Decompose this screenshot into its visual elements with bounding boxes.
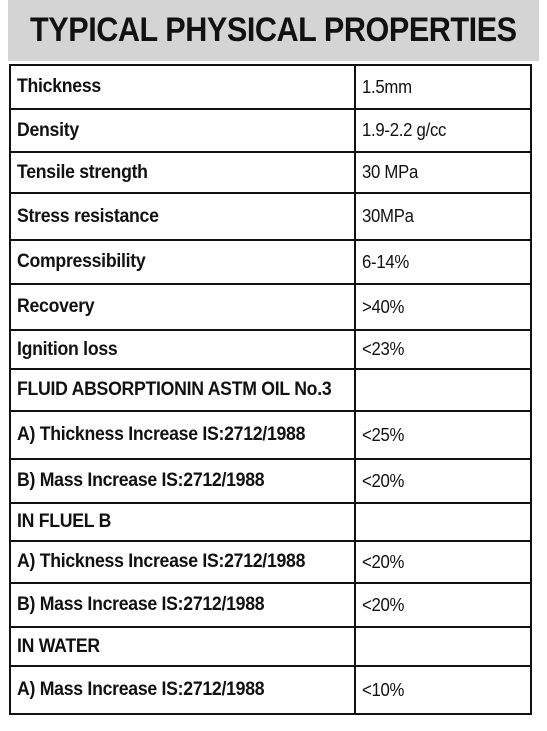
property-value-cell (354, 368, 532, 412)
property-value: 1.5mm (362, 76, 412, 97)
property-name: Compressibility (17, 251, 146, 272)
section-heading: IN FLUEL B (17, 511, 112, 532)
table-row: Stress resistance 30MPa (9, 192, 532, 241)
section-heading-cell: IN FLUEL B (9, 502, 356, 542)
property-value-cell: 1.5mm (354, 64, 532, 110)
property-name: B) Mass Increase IS:2712/1988 (17, 470, 265, 491)
property-value: <20% (362, 594, 405, 615)
table-row: B) Mass Increase IS:2712/1988 <20% (9, 582, 532, 628)
property-value-cell: >40% (354, 283, 532, 331)
property-name: Thickness (17, 76, 101, 97)
property-name: A) Mass Increase IS:2712/1988 (17, 679, 265, 700)
section-heading-cell: FLUID ABSORPTIONIN ASTM OIL No.3 (9, 368, 356, 412)
property-value-cell: 30 MPa (354, 151, 532, 194)
table-row: A) Mass Increase IS:2712/1988 <10% (9, 665, 532, 715)
property-value-cell: <20% (354, 540, 532, 584)
section-heading: IN WATER (17, 635, 100, 657)
property-value-cell: <10% (354, 665, 532, 715)
property-value-cell: <25% (354, 410, 532, 460)
property-value: 30MPa (362, 206, 414, 226)
property-value-cell: <20% (354, 582, 532, 628)
table-row: A) Thickness Increase IS:2712/1988 <20% (9, 540, 532, 584)
property-name-cell: B) Mass Increase IS:2712/1988 (9, 582, 356, 628)
table-row: A) Thickness Increase IS:2712/1988 <25% (9, 410, 532, 460)
property-name: Tensile strength (17, 161, 148, 183)
property-value-cell: 6-14% (354, 239, 532, 285)
table-row: IN FLUEL B (9, 502, 532, 542)
table-row: IN WATER (9, 626, 532, 667)
table-row: Recovery >40% (9, 283, 532, 331)
property-name: Recovery (17, 296, 95, 317)
property-name-cell: A) Thickness Increase IS:2712/1988 (9, 540, 356, 584)
properties-table: Thickness 1.5mm Density 1.9-2.2 g/cc Ten… (9, 64, 532, 715)
property-name: A) Thickness Increase IS:2712/1988 (17, 424, 306, 445)
property-name-cell: B) Mass Increase IS:2712/1988 (9, 458, 356, 504)
table-row: Density 1.9-2.2 g/cc (9, 108, 532, 153)
property-name: B) Mass Increase IS:2712/1988 (17, 594, 265, 615)
property-value-cell: 1.9-2.2 g/cc (354, 108, 532, 153)
property-name-cell: A) Mass Increase IS:2712/1988 (9, 665, 356, 715)
property-value-cell: <23% (354, 329, 532, 370)
property-value: <20% (362, 470, 405, 491)
title-banner: TYPICAL PHYSICAL PROPERTIES (8, 0, 539, 61)
property-name: Stress resistance (17, 205, 159, 227)
property-name-cell: A) Thickness Increase IS:2712/1988 (9, 410, 356, 460)
property-name-cell: Thickness (9, 64, 356, 110)
property-value: <25% (362, 424, 405, 445)
property-value: <20% (362, 551, 405, 572)
property-name: Ignition loss (17, 338, 118, 360)
property-value: 1.9-2.2 g/cc (362, 120, 447, 140)
table-row: Compressibility 6-14% (9, 239, 532, 285)
property-name: A) Thickness Increase IS:2712/1988 (17, 551, 306, 572)
property-name-cell: Recovery (9, 283, 356, 331)
property-value-cell (354, 502, 532, 542)
property-value: <23% (362, 339, 405, 359)
property-value-cell: <20% (354, 458, 532, 504)
page-title: TYPICAL PHYSICAL PROPERTIES (30, 11, 517, 49)
property-value: 30 MPa (362, 162, 419, 182)
table-row: FLUID ABSORPTIONIN ASTM OIL No.3 (9, 368, 532, 412)
property-value-cell (354, 626, 532, 667)
property-name: Density (17, 119, 79, 141)
property-name-cell: Density (9, 108, 356, 153)
property-value: <10% (362, 679, 405, 700)
section-heading-cell: IN WATER (9, 626, 356, 667)
section-heading: FLUID ABSORPTIONIN ASTM OIL No.3 (17, 379, 332, 400)
table-row: B) Mass Increase IS:2712/1988 <20% (9, 458, 532, 504)
property-value-cell: 30MPa (354, 192, 532, 241)
property-name-cell: Compressibility (9, 239, 356, 285)
property-value: >40% (362, 296, 405, 317)
property-name-cell: Ignition loss (9, 329, 356, 370)
property-value: 6-14% (362, 251, 410, 272)
table-row: Thickness 1.5mm (9, 64, 532, 110)
table-row: Tensile strength 30 MPa (9, 151, 532, 194)
property-name-cell: Tensile strength (9, 151, 356, 194)
property-name-cell: Stress resistance (9, 192, 356, 241)
table-row: Ignition loss <23% (9, 329, 532, 370)
